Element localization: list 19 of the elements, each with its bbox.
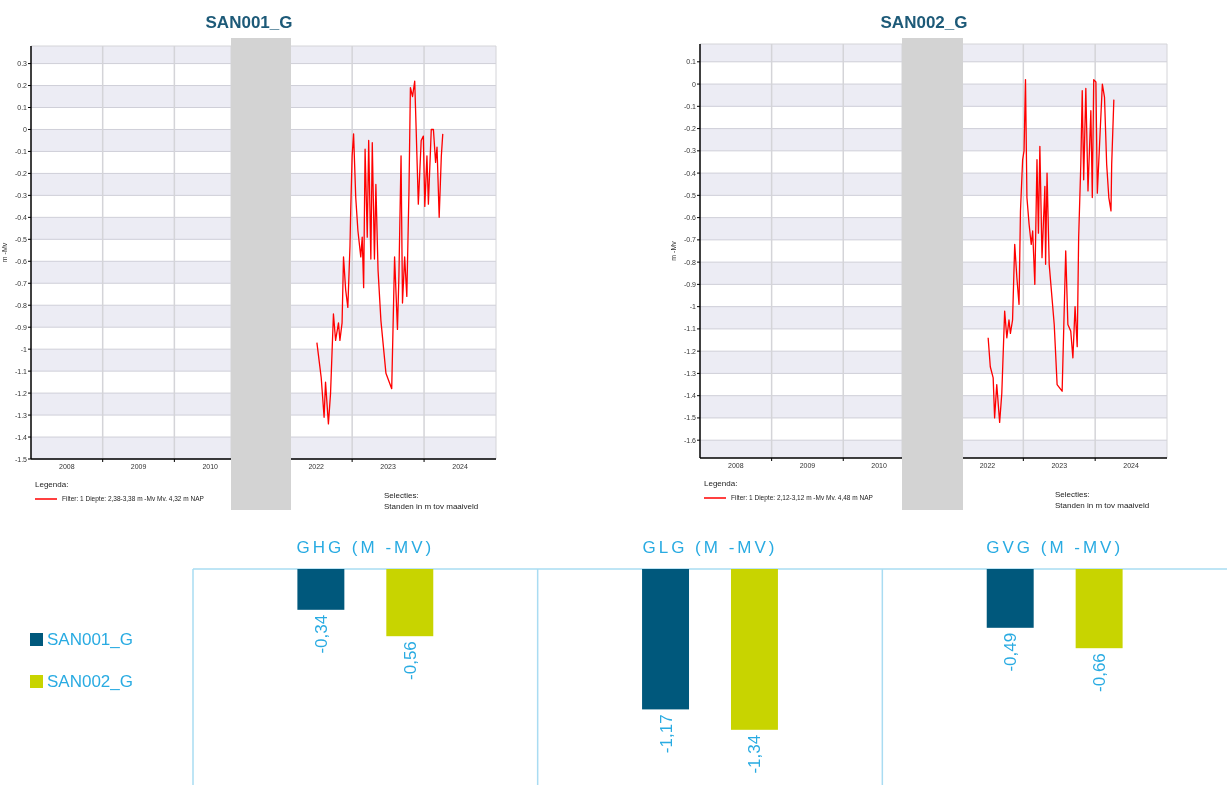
legend-title: Legenda: — [704, 479, 738, 488]
text: Selecties: — [1055, 490, 1090, 499]
data-label: -1,34 — [745, 734, 765, 774]
x-tick-label: GLG (M -MV) — [642, 538, 778, 557]
data-label: -0,34 — [311, 614, 331, 654]
chart-title: SAN001_G — [205, 13, 293, 32]
text: Standen in m tov maaiveld — [384, 502, 479, 511]
x-tick-label: GHG (M -MV) — [296, 538, 435, 557]
legend-label: SAN001_G — [47, 630, 133, 649]
text: Standen in m tov maaiveld — [1055, 501, 1150, 510]
data-label: -0,56 — [400, 641, 420, 680]
legend-title: Legenda: — [35, 480, 69, 489]
data-label: -1,17 — [656, 714, 676, 754]
data-label: -0,49 — [1001, 632, 1021, 672]
legend-label: SAN002_G — [47, 672, 133, 691]
chart-title: SAN002_G — [880, 13, 968, 32]
x-tick-label: GVG (M -MV) — [986, 538, 1124, 557]
text: Selecties: — [384, 491, 419, 500]
data-label: -0,66 — [1090, 653, 1110, 692]
